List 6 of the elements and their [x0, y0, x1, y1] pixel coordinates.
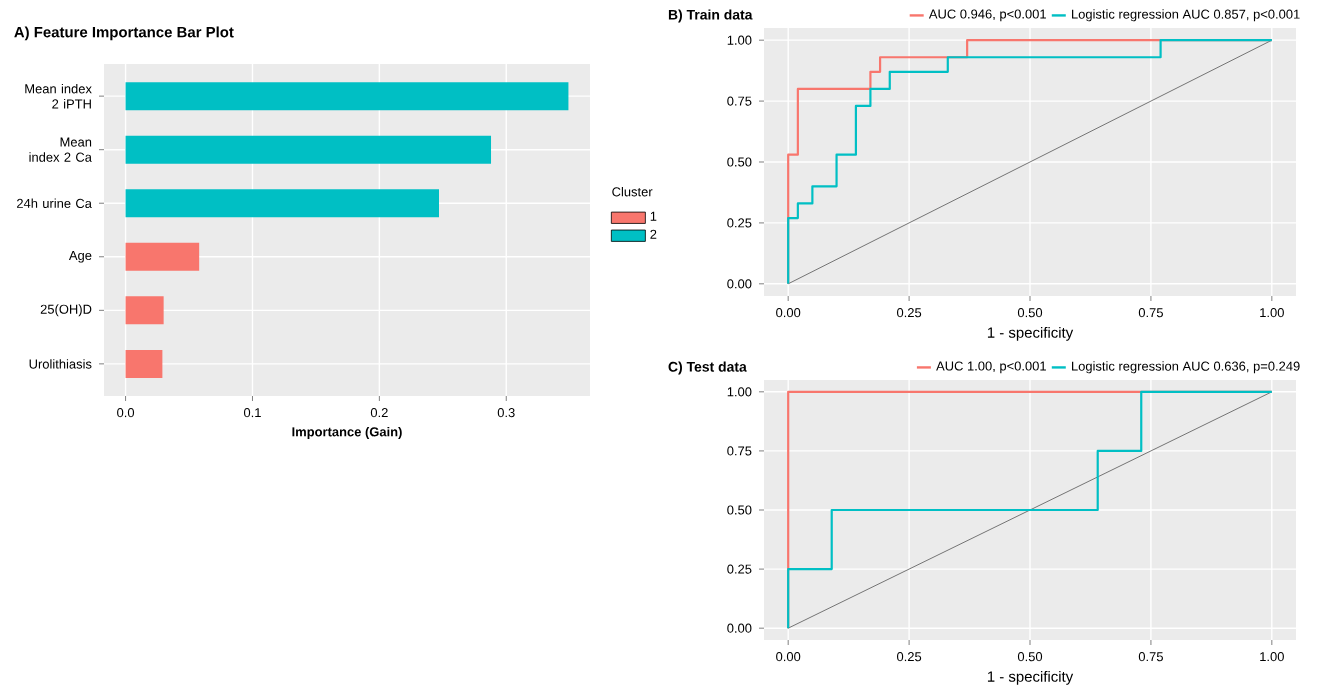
bar: [125, 242, 200, 271]
bar: [125, 349, 163, 378]
bar: [125, 82, 569, 111]
bar: [125, 189, 439, 218]
bar: [125, 296, 164, 325]
bar: [125, 135, 492, 164]
